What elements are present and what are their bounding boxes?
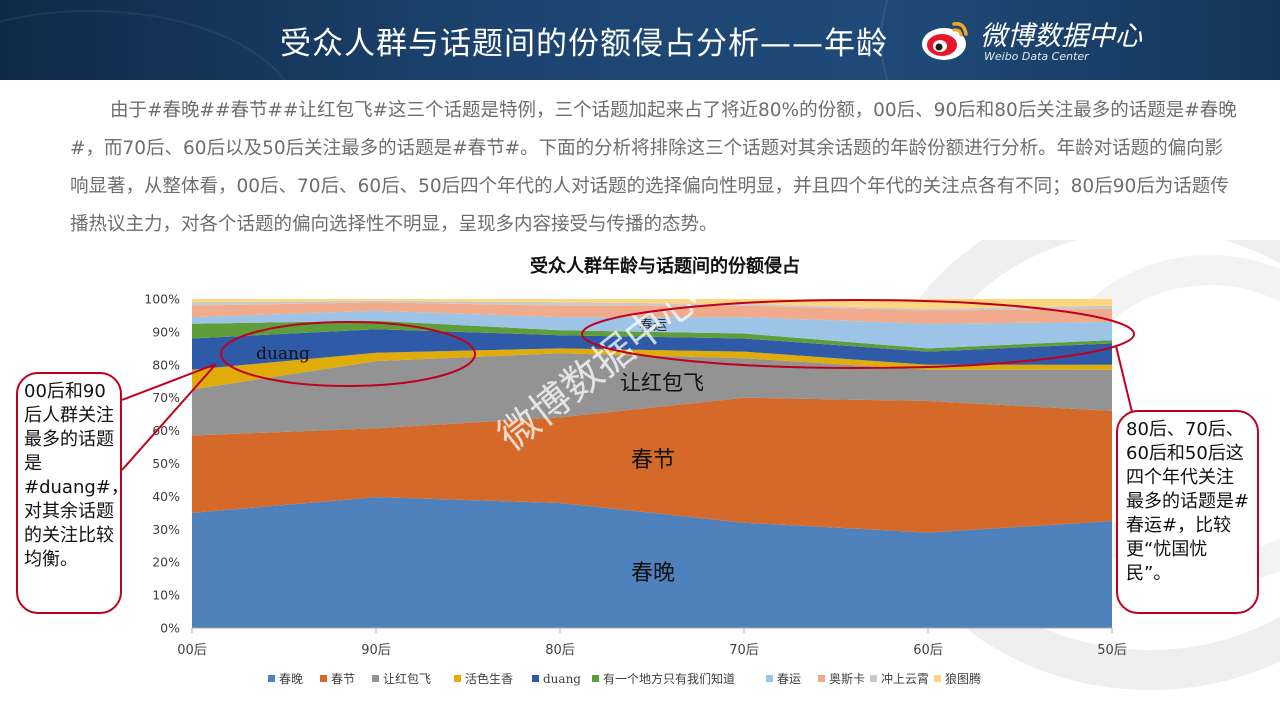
axis-lines [191,627,1113,633]
legend-item-冲上云霄: 冲上云霄 [870,671,929,686]
legend-swatch [320,675,327,682]
legend-item-奥斯卡: 奥斯卡 [818,672,865,686]
callout-left-text: 00后和90后人群关注最多的话题是#duang#，对其余话题的关注比较均衡。 [24,381,129,570]
area-label: 春节 [631,448,675,473]
legend-swatch [818,675,825,682]
duang-highlight-ellipse [220,321,476,387]
chart-title: 受众人群年龄与话题间的份额侵占 [530,255,800,277]
area-冲上云霄 [192,300,1112,311]
logo-text: 微博数据中心 [980,21,1142,52]
legend-swatch [268,675,275,682]
y-tick-label: 70% [152,390,180,405]
logo-subtitle: Weibo Data Center [984,50,1089,63]
y-tick-label: 10% [152,588,180,603]
legend-label: 春晚 [279,672,303,686]
legend-swatch [372,675,379,682]
legend-label: 春节 [331,672,355,686]
legend-label: 奥斯卡 [829,672,865,686]
legend-label: 让红包飞 [383,671,431,686]
x-tick-label: 70后 [729,643,759,658]
header-bar: 受众人群与话题间的份额侵占分析——年龄 微博数据中心 Weibo Data Ce… [0,0,1280,80]
callout-left-pointer [121,363,217,401]
area-label: duang [256,344,310,364]
chunyun-highlight-ellipse [581,299,1135,369]
legend-label: duang [543,672,581,686]
callout-right-text: 80后、70后、60后和50后这四个年代关注最多的话题是#春运#，比较更“忧国忧… [1126,419,1250,584]
area-labels: 春晚 春节 让红包飞 duang 春运 [256,318,704,586]
legend-label: 活色生香 [465,672,513,686]
header-decoration [880,0,1280,80]
area-label: 春运 [639,318,667,334]
callout-right: 80后、70后、60后和50后这四个年代关注最多的话题是#春运#，比较更“忧国忧… [1116,410,1259,614]
area-活色生香 [192,348,1112,390]
y-tick-label: 40% [152,489,180,504]
chart-areas [192,299,1112,628]
legend-item-让红包飞: 让红包飞 [372,671,431,686]
legend-swatch [532,675,539,682]
area-duang [192,329,1112,370]
legend-label: 有一个地方只有我们知道 [603,671,735,686]
area-春运 [192,310,1112,349]
legend-label: 冲上云霄 [881,671,929,686]
intro-paragraph: 由于#春晚##春节##让红包飞#这三个话题是特例，三个话题加起来占了将近80%的… [70,92,1240,244]
legend-item-春运: 春运 [766,672,801,686]
annotations [121,299,1135,471]
legend-swatch [934,675,941,682]
x-tick-label: 00后 [177,643,207,658]
y-tick-label: 100% [144,292,180,307]
legend-swatch [766,675,773,682]
y-axis-ticks: 0%10%20%30%40%50%60%70%80%90%100% [144,292,180,636]
legend-label: 春运 [777,672,801,686]
area-label: 春晚 [631,561,675,586]
callout-right-pointer [1115,345,1133,413]
callout-left-pointer [121,363,217,471]
y-tick-label: 20% [152,555,180,570]
y-tick-label: 30% [152,522,180,537]
area-春晚 [192,497,1112,628]
area-狼图腾 [192,299,1112,309]
legend-swatch [454,675,461,682]
page-title: 受众人群与话题间的份额侵占分析——年龄 [280,26,888,62]
area-让红包飞 [192,353,1112,436]
x-axis-ticks: 00后 90后 80后 70后 60后 50后 [177,643,1127,658]
x-tick-label: 80后 [545,643,575,658]
callout-left: 00后和90后人群关注最多的话题是#duang#，对其余话题的关注比较均衡。 [16,372,129,614]
chart-legend: 春晚 春节 让红包飞 活色生香 duang 有一个地方只有我们知道 春运 奥斯卡 冲上云霄 狼图腾 [268,671,981,686]
y-tick-label: 0% [160,621,180,636]
legend-item-duang: duang [532,672,581,686]
legend-swatch [870,675,877,682]
area-奥斯卡 [192,302,1112,324]
y-tick-label: 50% [152,456,180,471]
y-tick-label: 90% [152,324,180,339]
legend-item-狼图腾: 狼图腾 [934,671,981,686]
legend-item-春节: 春节 [320,672,355,686]
area-春节 [192,397,1112,533]
x-tick-label: 60后 [913,643,943,658]
legend-item-有一个地方只有我们知道: 有一个地方只有我们知道 [592,671,735,686]
weibo-eye-logo-icon [922,21,968,60]
x-tick-label: 90后 [361,643,391,658]
legend-item-活色生香: 活色生香 [454,672,513,686]
y-tick-label: 80% [152,357,180,372]
legend-label: 狼图腾 [945,671,981,686]
legend-swatch [592,675,599,682]
intro-text: 由于#春晚##春节##让红包飞#这三个话题是特例，三个话题加起来占了将近80%的… [70,100,1237,235]
x-tick-label: 50后 [1097,643,1127,658]
legend-item-春晚: 春晚 [268,672,303,686]
area-label: 让红包飞 [620,371,704,395]
